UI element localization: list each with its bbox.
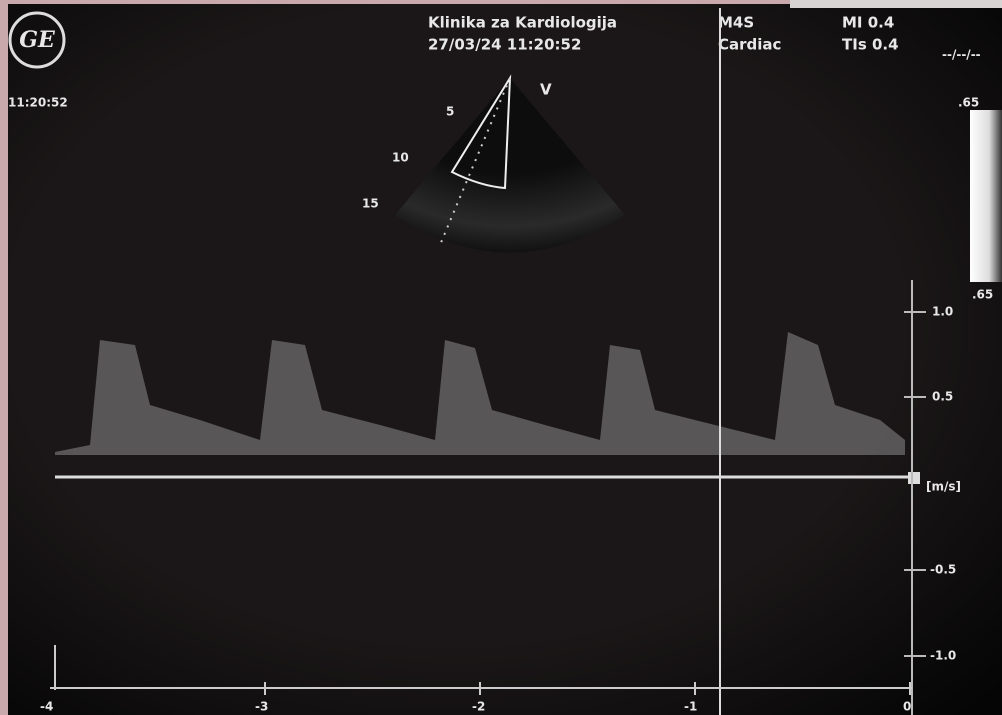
tis: TIs 0.4 <box>842 36 899 54</box>
mi: MI 0.4 <box>842 14 894 32</box>
baseline-marker <box>908 472 920 484</box>
gray-bar <box>970 110 1002 282</box>
velocity-label: -1.0 <box>930 649 956 663</box>
probe: M4S <box>718 14 754 32</box>
time-label: -3 <box>255 700 268 714</box>
logo-text: GE <box>19 27 56 53</box>
time-label: -1 <box>684 700 697 714</box>
velocity-label: -0.5 <box>930 563 956 577</box>
depth-label: 15 <box>362 197 379 211</box>
corner-text: --/--/-- <box>942 48 981 62</box>
clinic: Klinika za Kardiologija <box>428 14 617 32</box>
velocity-label: 1.0 <box>932 305 953 319</box>
velocity-label: 0.5 <box>932 390 953 404</box>
time-label: 0 <box>903 700 911 714</box>
ultrasound-screen: GE Klinika za Kardiologija 27/03/24 11:2… <box>0 0 1002 715</box>
depth-label: 5 <box>446 105 454 119</box>
mode: V <box>540 81 552 99</box>
velocity-label: [m/s] <box>926 480 961 494</box>
gray-top: .65 <box>958 96 979 110</box>
time-label: -2 <box>472 700 485 714</box>
depth-label: 10 <box>392 151 409 165</box>
preset: Cardiac <box>718 36 781 54</box>
time: 11:20:52 <box>8 96 68 110</box>
time-label: -4 <box>40 700 53 714</box>
datetime: 27/03/24 11:20:52 <box>428 36 581 54</box>
paper-border <box>790 0 1002 8</box>
gray-bottom: .65 <box>972 288 993 302</box>
